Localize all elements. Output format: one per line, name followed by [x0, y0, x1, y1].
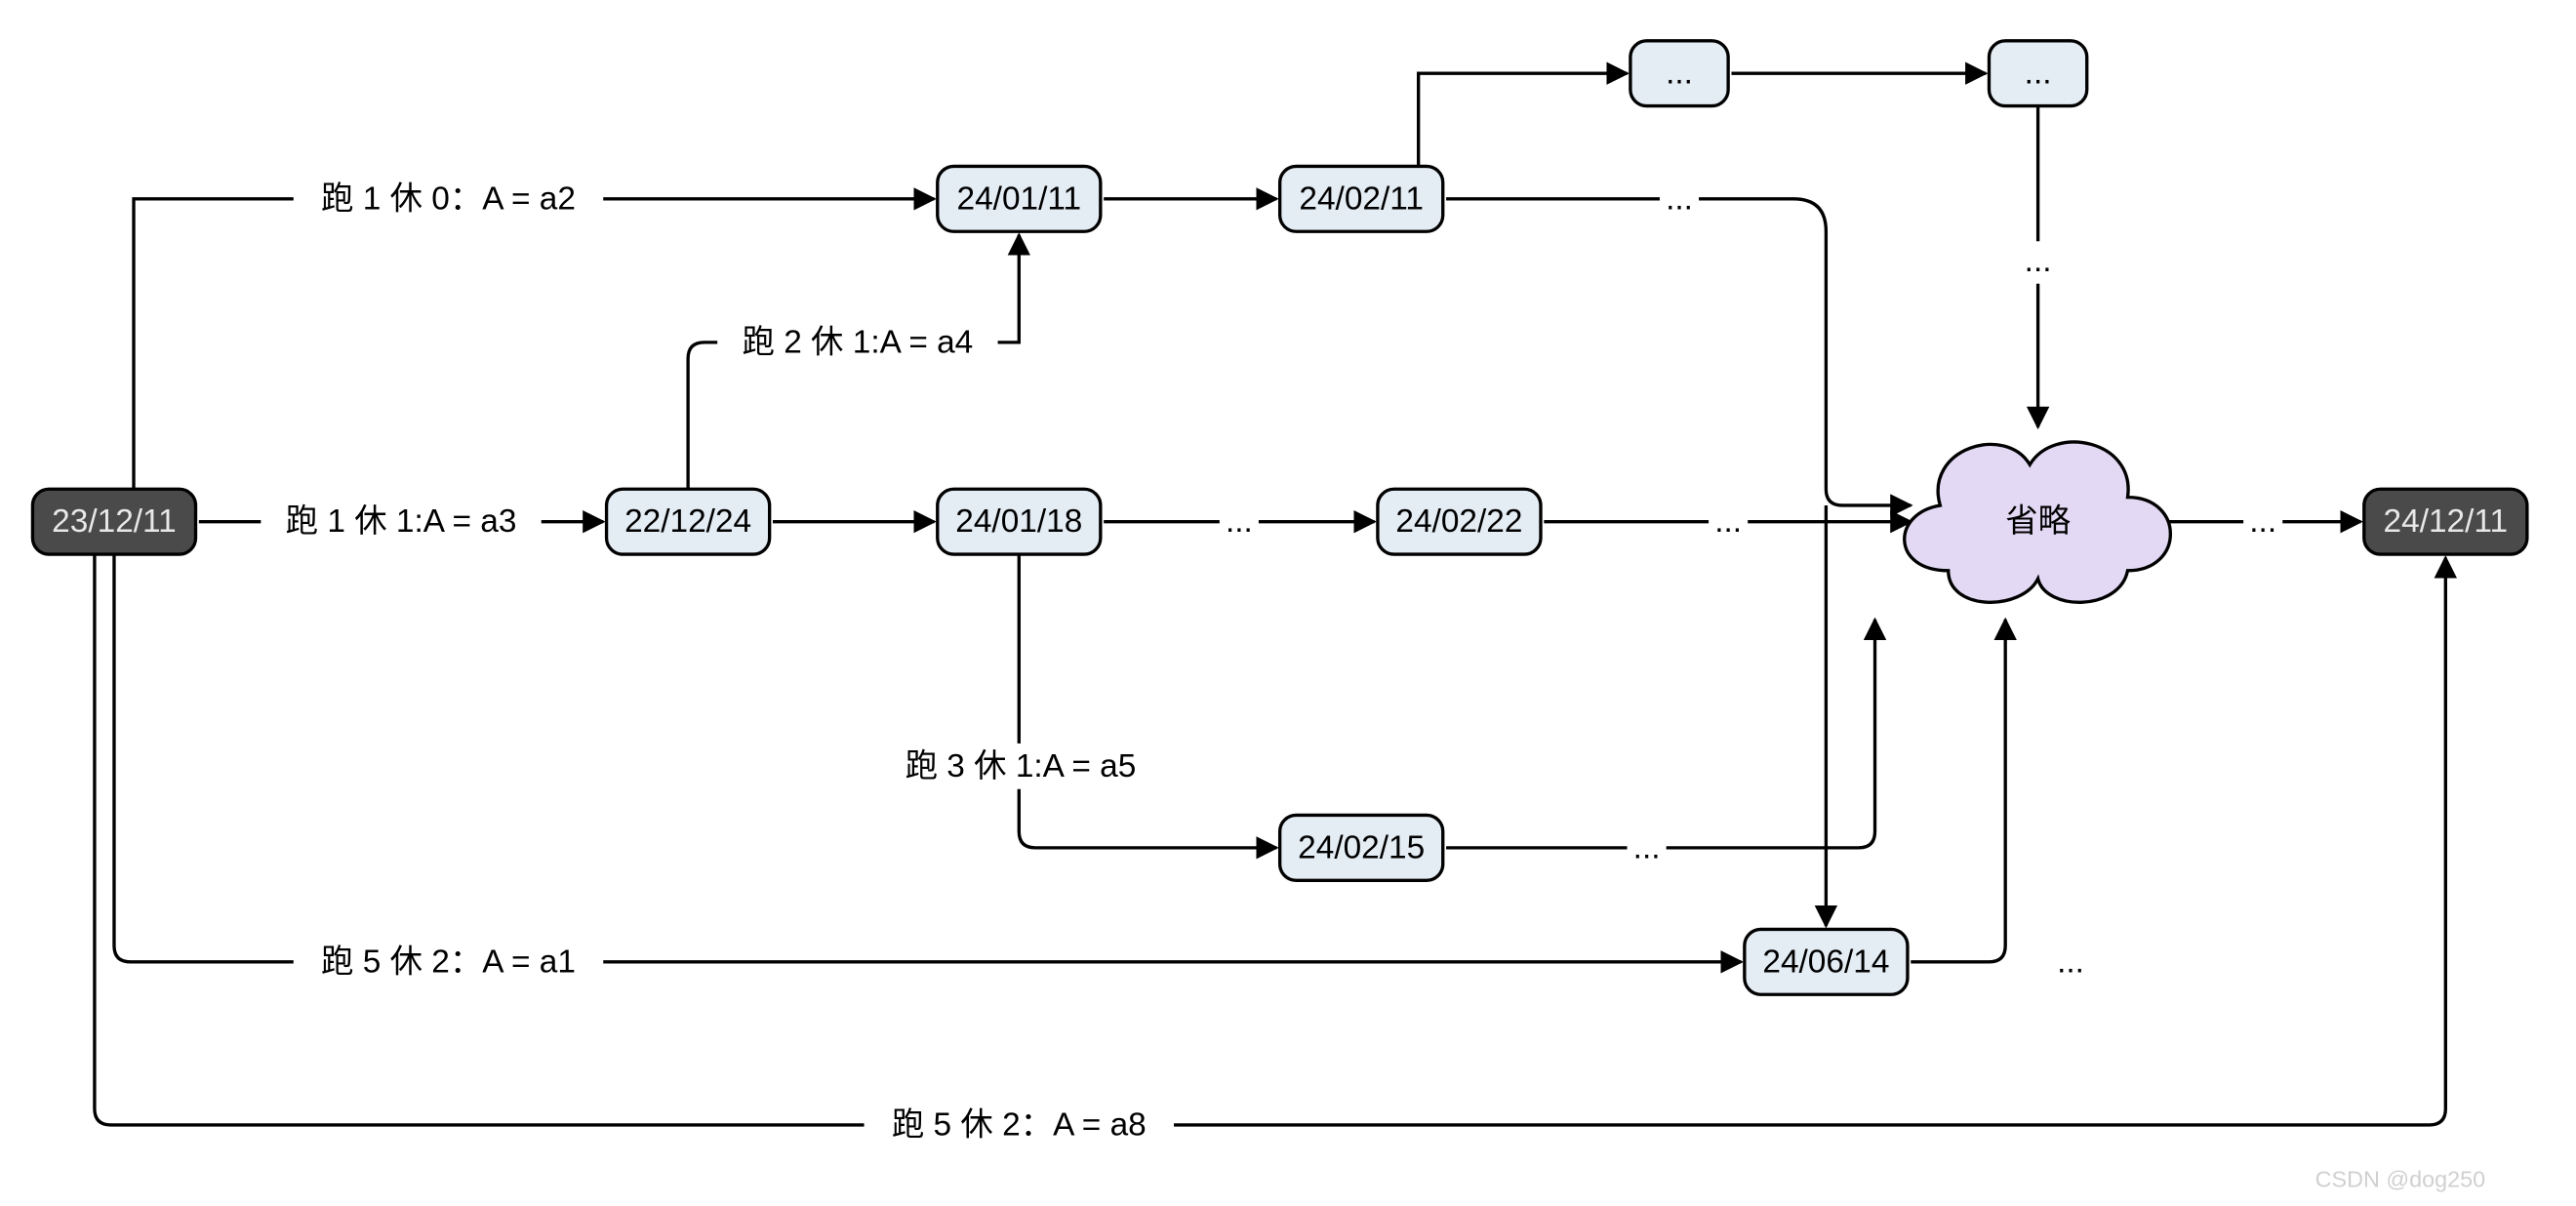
node-label-n240118: 24/01/18: [955, 503, 1082, 540]
node-label-end: 24/12/11: [2384, 503, 2509, 540]
node-label-dots1: ...: [1666, 56, 1693, 92]
edge-label-a2: 跑 1 休 0：A = a2: [321, 181, 576, 217]
node-n240215: 24/02/15: [1280, 815, 1443, 880]
node-n2402: 24/02/11: [1280, 166, 1443, 231]
node-label-n2401: 24/01/11: [957, 181, 1082, 217]
node-n2401: 24/01/11: [938, 166, 1101, 231]
watermark: CSDN @dog250: [2315, 1166, 2485, 1191]
node-label-start: 23/12/11: [52, 503, 177, 540]
node-cloud: 省略: [1905, 442, 2171, 602]
edge-240215-cloud: [1446, 620, 1874, 848]
edge-240118-240215: [1019, 554, 1276, 848]
node-label-n240222: 24/02/22: [1395, 503, 1522, 540]
node-label-n240614: 24/06/14: [1762, 944, 1889, 980]
edge-label-a8: 跑 5 休 2：A = a8: [892, 1106, 1147, 1143]
edge-label-a1: 跑 5 休 2：A = a1: [321, 944, 576, 980]
edge-label-a3: 跑 1 休 1:A = a3: [286, 503, 517, 540]
node-label-dots2: ...: [2025, 56, 2052, 92]
node-n240222: 24/02/22: [1378, 489, 1541, 554]
dots-label-6: ...: [2057, 944, 2084, 980]
edge-2402-cloud: [1446, 199, 1911, 505]
node-dots1: ...: [1630, 41, 1728, 106]
node-start: 23/12/11: [32, 489, 195, 554]
dots-label-5: ...: [1633, 829, 1661, 865]
node-n240118: 24/01/18: [938, 489, 1101, 554]
node-label-n240215: 24/02/15: [1298, 829, 1425, 865]
node-label-cloud: 省略: [2005, 503, 2071, 540]
dots-label-3: ...: [1226, 503, 1253, 540]
node-label-n2402: 24/02/11: [1299, 181, 1424, 217]
dots-label-2: ...: [1666, 181, 1693, 217]
node-n240614: 24/06/14: [1745, 929, 1908, 994]
edge-start-end: [95, 554, 2445, 1125]
node-end: 24/12/11: [2364, 489, 2527, 554]
edge-label-a4: 跑 2 休 1:A = a4: [743, 324, 974, 360]
node-dots2: ...: [1989, 41, 2086, 106]
edge-label-a5: 跑 3 休 1:A = a5: [906, 748, 1137, 784]
dots-label-1: ...: [2025, 243, 2052, 279]
node-n221224: 22/12/24: [607, 489, 770, 554]
dots-label-4: ...: [1714, 503, 1742, 540]
flowchart-diagram: 跑 1 休 0：A = a2 ... ... 跑 1 休 1:A = a3 跑 …: [0, 0, 2576, 1206]
edge-2402-dots1: [1419, 73, 1628, 166]
node-label-n221224: 22/12/24: [624, 503, 751, 540]
edge-240614-cloud: [1911, 620, 2005, 962]
dots-label-7: ...: [2249, 503, 2276, 540]
